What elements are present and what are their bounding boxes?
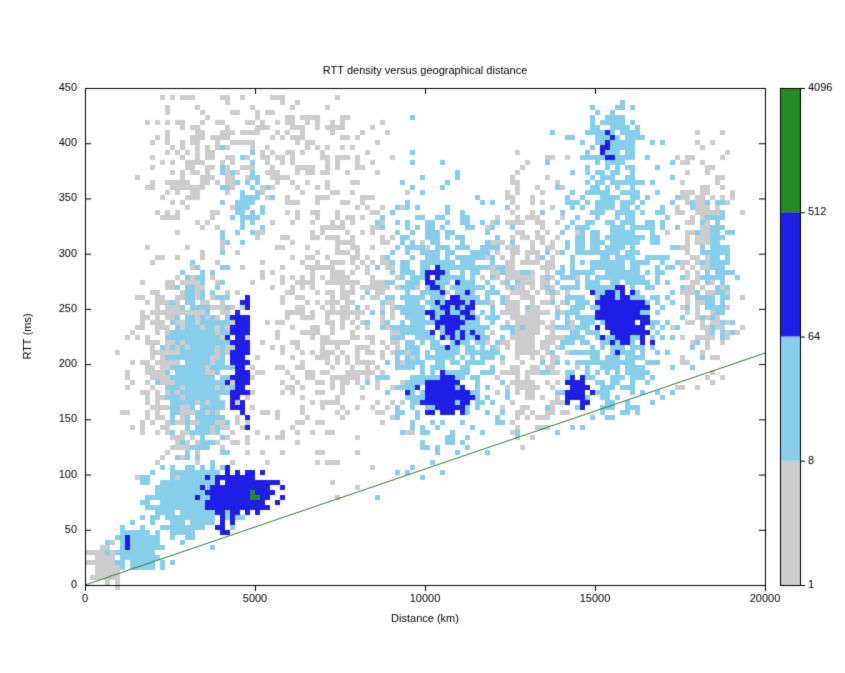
density-chart bbox=[0, 0, 845, 673]
chart-canvas bbox=[0, 0, 845, 673]
